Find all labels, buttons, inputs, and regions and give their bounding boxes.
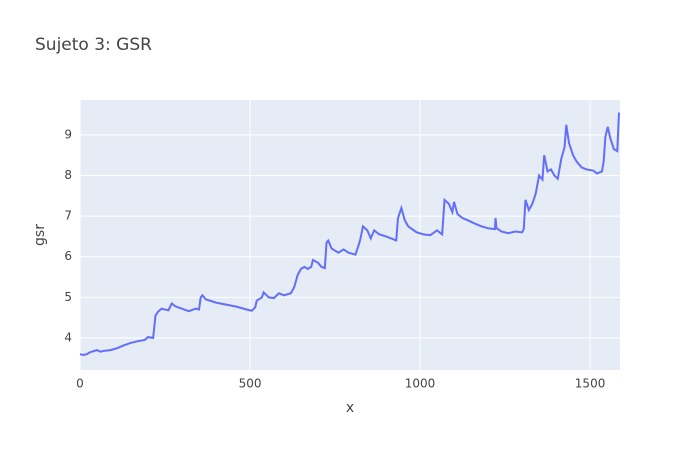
- y-tick-label: 5: [64, 290, 72, 304]
- x-tick-label: 0: [76, 377, 84, 391]
- plot-area: [80, 100, 620, 370]
- y-tick-label: 4: [64, 330, 72, 344]
- y-tick-label: 9: [64, 127, 72, 141]
- data-line: [79, 112, 620, 357]
- y-tick-label: 8: [64, 168, 72, 182]
- x-tick-label: 500: [239, 377, 262, 391]
- x-axis-label: x: [346, 400, 354, 416]
- x-tick-label: 1500: [575, 377, 606, 391]
- x-tick-label: 1000: [405, 377, 436, 391]
- y-tick-label: 7: [64, 209, 72, 223]
- y-tick-label: 6: [64, 249, 72, 263]
- y-axis-label: gsr: [32, 224, 48, 246]
- chart-title: Sujeto 3: GSR: [35, 35, 152, 55]
